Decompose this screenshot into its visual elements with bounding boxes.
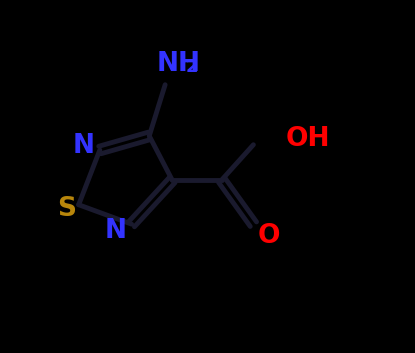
Text: OH: OH <box>285 126 330 152</box>
Text: N: N <box>105 218 127 244</box>
Text: NH: NH <box>156 50 200 77</box>
Text: O: O <box>258 223 281 249</box>
Text: N: N <box>73 133 95 159</box>
Text: S: S <box>57 196 76 222</box>
Text: 2: 2 <box>185 58 198 76</box>
